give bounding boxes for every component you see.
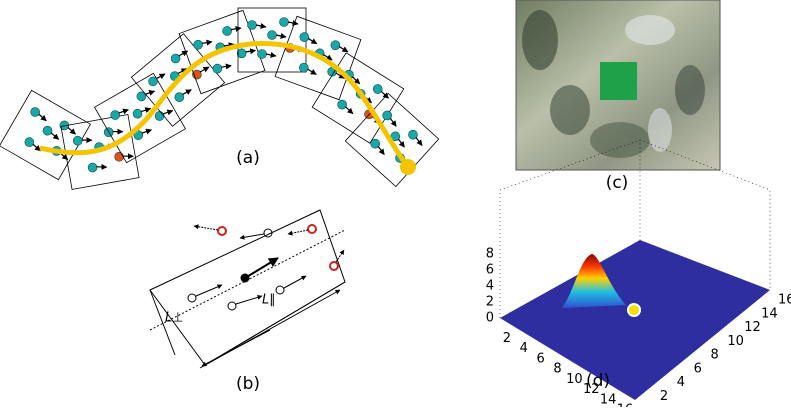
panel-label: (a): [236, 148, 260, 168]
window: [238, 8, 306, 72]
velocity: [182, 88, 191, 96]
panel-a: [0, 8, 439, 189]
velocity: [82, 138, 92, 142]
y-tick-label: 8: [711, 348, 719, 363]
agent: [336, 98, 348, 110]
velocity: [156, 72, 165, 80]
x-tick-label: 14: [600, 392, 617, 407]
z-tick-label: 4: [486, 279, 494, 294]
length-label: L⊥: [165, 311, 184, 326]
velocity: [256, 25, 266, 27]
agent: [268, 31, 277, 40]
velocity: [397, 139, 406, 147]
length-label: L∥: [262, 293, 276, 308]
velocity: [307, 38, 317, 43]
agent: [248, 21, 257, 30]
agent: [192, 39, 204, 51]
velocity: [221, 64, 231, 69]
agent: [212, 63, 224, 75]
z-tick-label: 0: [486, 311, 494, 326]
velocity: [266, 54, 276, 56]
velocity: [339, 47, 349, 52]
velocity: [344, 107, 354, 114]
surface-floor: [500, 240, 770, 400]
velocity: [377, 146, 386, 154]
velocity: [97, 165, 107, 169]
x-tick-label: 16: [617, 403, 634, 408]
velocity: [123, 154, 133, 158]
velocity: [163, 109, 173, 116]
end-point: [400, 159, 416, 175]
agent: [131, 108, 143, 120]
agent: [109, 109, 121, 121]
agent: [173, 91, 186, 104]
velocity: [67, 127, 77, 134]
velocity: [142, 128, 152, 135]
agent: [135, 90, 147, 102]
velocity: [113, 130, 123, 134]
window: [0, 90, 90, 179]
y-tick-label: 10: [727, 334, 744, 349]
window: [312, 53, 404, 143]
x-tick-label: 4: [520, 341, 528, 356]
velocity: [119, 108, 129, 115]
agent: [29, 106, 41, 118]
y-tick-label: 12: [744, 320, 761, 335]
y-tick-label: 6: [694, 361, 702, 376]
y-tick-label: 16: [778, 293, 791, 308]
window-box: [238, 8, 306, 72]
x-tick-label: 6: [536, 351, 544, 366]
agent: [87, 162, 97, 172]
x-tick-label: 2: [503, 331, 511, 346]
agent: [147, 75, 160, 88]
agent: [258, 50, 267, 59]
z-tick-label: 6: [486, 263, 494, 278]
y-tick-label: 14: [761, 306, 778, 321]
z-tick-label: 2: [486, 295, 494, 310]
position-marker: [628, 304, 640, 316]
panel-label: (d): [586, 371, 610, 391]
z-tick-label: 8: [486, 247, 494, 262]
figure: (a) L⊥ L∥ (b) (c) 024682468101: [0, 0, 791, 407]
agent: [23, 136, 35, 148]
y-tick-label: 4: [677, 375, 685, 390]
agent: [280, 18, 289, 27]
agent: [41, 125, 53, 137]
agent: [169, 52, 182, 65]
agent: [72, 135, 82, 145]
velocity: [307, 69, 317, 74]
velocity: [276, 35, 286, 37]
window-box: [312, 53, 404, 143]
velocity: [200, 66, 209, 74]
velocity: [38, 114, 48, 121]
velocity: [288, 22, 298, 24]
y-tick-label: 2: [660, 389, 668, 404]
panel-label: (b): [236, 374, 260, 394]
panel-label: (c): [606, 173, 629, 193]
velocity: [202, 40, 212, 45]
agent: [221, 25, 233, 37]
agent: [330, 39, 342, 51]
panel-b: [150, 210, 345, 368]
velocity: [245, 49, 255, 54]
window-box: [0, 90, 90, 179]
velocity: [231, 26, 241, 31]
agent: [299, 31, 311, 43]
x-tick-label: 8: [553, 362, 561, 377]
velocity: [389, 118, 398, 126]
velocity: [415, 137, 424, 145]
velocity: [50, 133, 60, 140]
agent: [372, 83, 384, 95]
patch: [600, 62, 637, 100]
x-tick-label: 10: [566, 372, 583, 387]
